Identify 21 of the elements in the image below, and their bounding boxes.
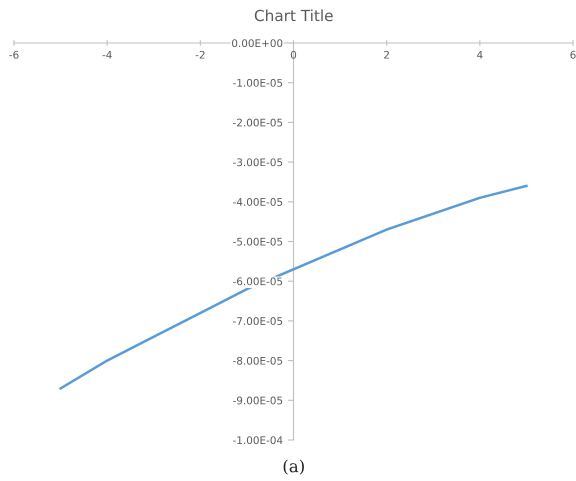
y-tick-label: -3.00E-05 bbox=[233, 158, 282, 166]
y-tick-label: -5.00E-05 bbox=[233, 238, 282, 246]
x-tick-label: 0 bbox=[290, 50, 296, 59]
x-tick-label: 6 bbox=[570, 50, 576, 59]
line-series bbox=[59, 184, 528, 390]
y-tick-label: -1.00E-04 bbox=[233, 436, 282, 444]
y-tick-label: -4.00E-05 bbox=[233, 198, 282, 206]
x-tick-label: -6 bbox=[9, 50, 19, 59]
y-tick-label: -1.00E-05 bbox=[233, 78, 282, 87]
y-tick-label: 0.00E+00 bbox=[232, 39, 282, 48]
x-tick-label: -4 bbox=[102, 50, 112, 59]
x-tick-label: -2 bbox=[196, 50, 204, 59]
y-tick-label: -2.00E-05 bbox=[233, 118, 282, 127]
x-tick-label: 2 bbox=[384, 50, 389, 59]
y-tick-label: -8.00E-05 bbox=[233, 356, 282, 365]
y-tick-label: -6.00E-05 bbox=[233, 277, 282, 286]
x-tick-label: 4 bbox=[477, 50, 483, 59]
y-tick-label: -7.00E-05 bbox=[233, 317, 282, 326]
chart-title: Chart Title bbox=[254, 9, 333, 22]
text: (a) bbox=[284, 459, 304, 475]
y-tick-label: -9.00E-05 bbox=[233, 396, 282, 404]
